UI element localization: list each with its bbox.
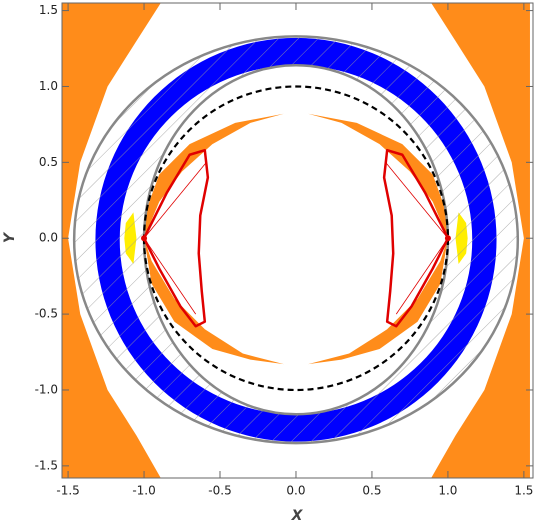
y-tick-label: -1.5: [35, 458, 58, 472]
x-tick-label: -0.5: [208, 484, 231, 498]
y-tick-label: 1.0: [39, 79, 58, 93]
y-tick-label: -0.5: [35, 307, 58, 321]
curve: [385, 162, 449, 239]
y-tick-label: 0.5: [39, 155, 58, 169]
region: [62, 3, 161, 478]
circle: [72, 34, 520, 445]
frame: [61, 2, 534, 479]
region: [144, 238, 284, 365]
region: [431, 3, 530, 478]
x-tick-label: -1.0: [132, 484, 155, 498]
circle: [142, 63, 450, 416]
point: [141, 235, 148, 242]
x-tick-label: 1.5: [514, 484, 533, 498]
x-tick-label: 0.5: [362, 484, 381, 498]
point: [444, 235, 451, 242]
x-tick-label: 0.0: [286, 484, 305, 498]
region: [308, 113, 448, 239]
curve: [143, 162, 207, 239]
x-tick-label: 1.0: [438, 484, 457, 498]
y-tick-label: -1.0: [35, 382, 58, 396]
y-tick-label: 0.0: [39, 231, 58, 245]
x-tick-label: -1.5: [56, 484, 79, 498]
y-tick-label: 1.5: [39, 3, 58, 17]
dashed-circle: [142, 85, 450, 391]
x-axis-label: X: [291, 508, 304, 524]
region: [308, 238, 448, 365]
region: [144, 113, 284, 239]
curve: [395, 237, 449, 315]
curve: [142, 148, 210, 328]
curve: [143, 237, 197, 315]
curve: [382, 148, 450, 328]
hatch-region: [74, 36, 518, 444]
plot-area: [62, 3, 530, 478]
y-axis-label: Y: [2, 231, 18, 243]
